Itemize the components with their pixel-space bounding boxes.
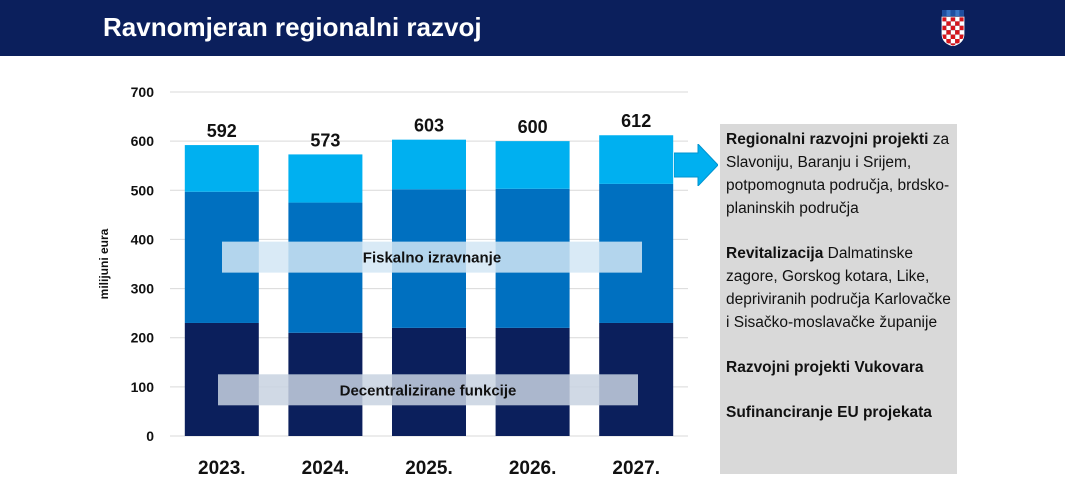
- annotation-band: [222, 241, 642, 273]
- page-title: Ravnomjeran regionalni razvoj: [103, 12, 482, 42]
- info-item-eu-cofinancing: Sufinanciranje EU projekata: [726, 404, 932, 421]
- x-tick-label: 2026.: [509, 458, 557, 479]
- x-tick-label: 2027.: [612, 458, 660, 479]
- x-tick-label: 2025.: [405, 458, 453, 479]
- info-item-vukovar: Razvojni projekti Vukovara: [726, 359, 924, 376]
- info-item-regional-projects: Regionalni razvojni projekti za Slavonij…: [726, 131, 950, 217]
- info-box: Regionalni razvojni projekti za Slavonij…: [720, 124, 957, 474]
- bar-segment: [495, 141, 570, 189]
- header-bar: Ravnomjeran regionalni razvoj: [0, 0, 1065, 56]
- bar-segment: [392, 139, 466, 190]
- y-axis-label: milijuni eura: [97, 228, 111, 299]
- y-tick-label: 400: [131, 231, 155, 247]
- info-item-revitalization: Revitalizacija Dalmatinske zagore, Gorsk…: [726, 245, 951, 331]
- x-tick-label: 2024.: [302, 458, 350, 479]
- bar-segment: [184, 145, 259, 192]
- data-label-total: 600: [518, 117, 548, 137]
- y-tick-label: 100: [131, 379, 155, 395]
- croatian-coat-of-arms-icon: [941, 10, 965, 46]
- y-tick-label: 700: [131, 84, 155, 100]
- y-tick-label: 0: [146, 428, 154, 444]
- arrow-right-icon: [674, 144, 718, 186]
- data-label-total: 603: [414, 116, 444, 136]
- y-tick-label: 500: [131, 182, 155, 198]
- annotation-band: [218, 374, 638, 406]
- bar-segment: [599, 135, 674, 184]
- x-tick-label: 2023.: [198, 458, 246, 479]
- data-label-total: 592: [207, 121, 237, 141]
- annotation-label: Fiskalno izravnanje: [363, 250, 501, 267]
- data-label-total: 612: [621, 111, 651, 131]
- annotation-label: Decentralizirane funkcije: [340, 382, 517, 399]
- y-tick-label: 600: [131, 133, 155, 149]
- y-tick-label: 200: [131, 330, 155, 346]
- stacked-bar-chart: 0 100 200 300 400 500 600 700 milijuni eura 592 20…: [97, 84, 688, 479]
- data-label-total: 573: [310, 130, 340, 150]
- bar-segment: [288, 154, 363, 203]
- y-tick-label: 300: [131, 281, 155, 297]
